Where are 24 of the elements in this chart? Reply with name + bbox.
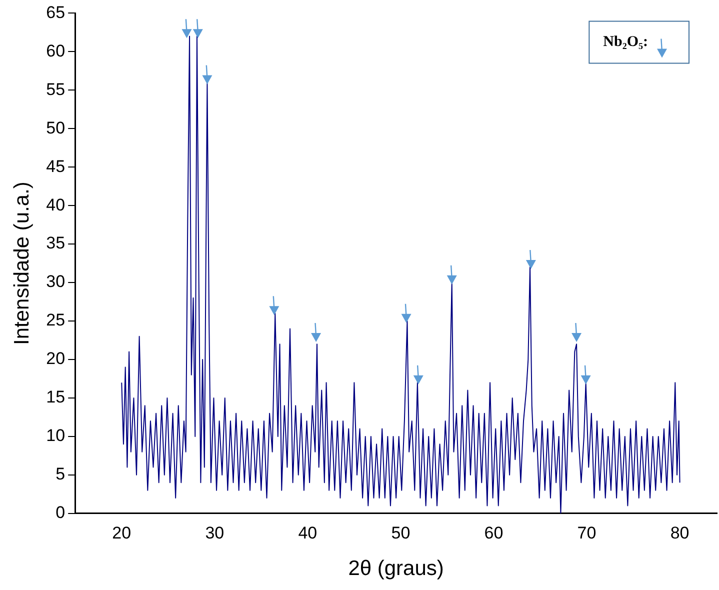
y-tick-label: 5 — [56, 464, 66, 484]
x-tick-label: 80 — [670, 523, 690, 542]
y-tick-label: 0 — [56, 503, 66, 522]
y-tick-label: 30 — [46, 272, 66, 292]
y-tick-label: 55 — [46, 80, 66, 99]
x-tick-label: 20 — [112, 523, 132, 542]
x-tick-label: 40 — [298, 523, 318, 542]
y-tick-label: 25 — [46, 310, 66, 330]
x-tick-label: 60 — [484, 523, 504, 542]
x-tick-label: 50 — [391, 523, 410, 542]
y-tick-label: 50 — [46, 118, 66, 138]
y-tick-label: 35 — [46, 234, 66, 253]
x-tick-label: 70 — [577, 523, 596, 542]
legend-label: Nb₂O₅: — [603, 34, 648, 50]
y-tick-label: 45 — [46, 156, 66, 176]
y-axis-title: Intensidade (u.a.) — [10, 182, 34, 346]
y-tick-label: 40 — [46, 195, 66, 214]
y-tick-label: 20 — [46, 349, 66, 368]
y-tick-label: 60 — [46, 41, 66, 60]
x-tick-label: 30 — [205, 523, 224, 542]
y-tick-label: 10 — [46, 426, 66, 446]
x-axis-title: 2θ (graus) — [348, 557, 444, 580]
y-tick-label: 65 — [46, 2, 66, 22]
y-tick-label: 15 — [46, 388, 66, 407]
